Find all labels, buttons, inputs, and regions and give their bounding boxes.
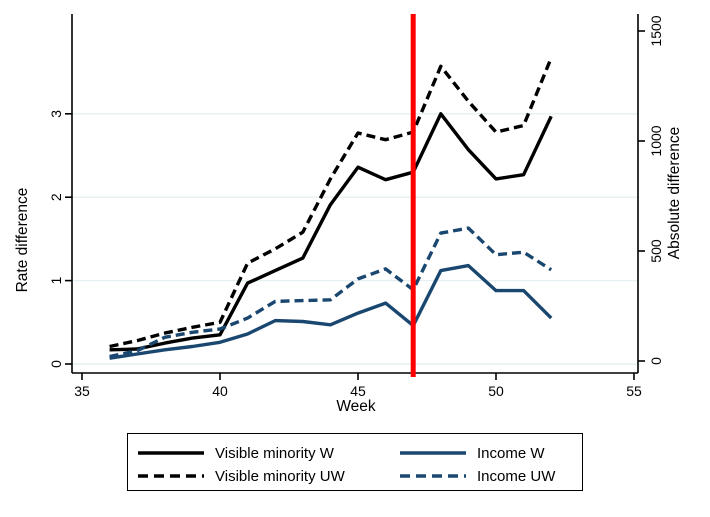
legend-item-visible-minority-w: Visible minority W <box>138 443 334 463</box>
legend-label: Visible minority UW <box>215 467 345 485</box>
dashed-line-sample-icon <box>400 474 466 478</box>
x-axis-title: Week <box>336 398 376 415</box>
x-tick-label: 40 <box>212 383 228 399</box>
legend-label: Income UW <box>477 467 556 485</box>
legend-item-income-w: Income W <box>400 443 545 463</box>
y-left-tick-label: 3 <box>48 110 64 118</box>
y-right-tick-label: 0 <box>648 357 664 365</box>
y-right-tick-label: 1500 <box>648 15 664 46</box>
x-tick-label: 45 <box>350 383 366 399</box>
y-left-tick-label: 1 <box>48 276 64 284</box>
legend-label: Visible minority W <box>215 444 334 462</box>
y-left-tick-label: 2 <box>48 193 64 201</box>
y-left-tick-label: 0 <box>48 360 64 368</box>
legend-item-visible-minority-uw: Visible minority UW <box>138 466 345 486</box>
legend-box: Visible minority W Visible minority UW I… <box>127 433 583 491</box>
series-visible-minority-w <box>109 112 553 352</box>
legend-item-income-uw: Income UW <box>400 466 555 486</box>
y-axis-title-left: Rate difference <box>14 188 31 293</box>
series-visible-minority-uw <box>109 57 553 349</box>
gridlines <box>72 113 638 365</box>
x-tick-label: 35 <box>74 383 90 399</box>
dashed-line-sample-icon <box>138 474 204 478</box>
data-series <box>109 57 553 360</box>
legend-label: Income W <box>477 444 545 462</box>
tick-labels: 35 40 45 50 55 0 1 2 3 0 500 1000 1500 <box>48 15 664 399</box>
solid-line-sample-icon <box>138 451 204 455</box>
x-tick-label: 55 <box>626 383 642 399</box>
tick-marks <box>65 30 645 380</box>
series-income-uw <box>109 226 553 359</box>
x-tick-label: 50 <box>488 383 504 399</box>
series-income-w <box>109 263 553 360</box>
solid-line-sample-icon <box>400 451 466 455</box>
y-right-tick-label: 500 <box>648 239 664 263</box>
axes <box>71 14 639 374</box>
y-axis-title-right: Absolute difference <box>666 127 683 259</box>
y-right-tick-label: 1000 <box>648 125 664 156</box>
